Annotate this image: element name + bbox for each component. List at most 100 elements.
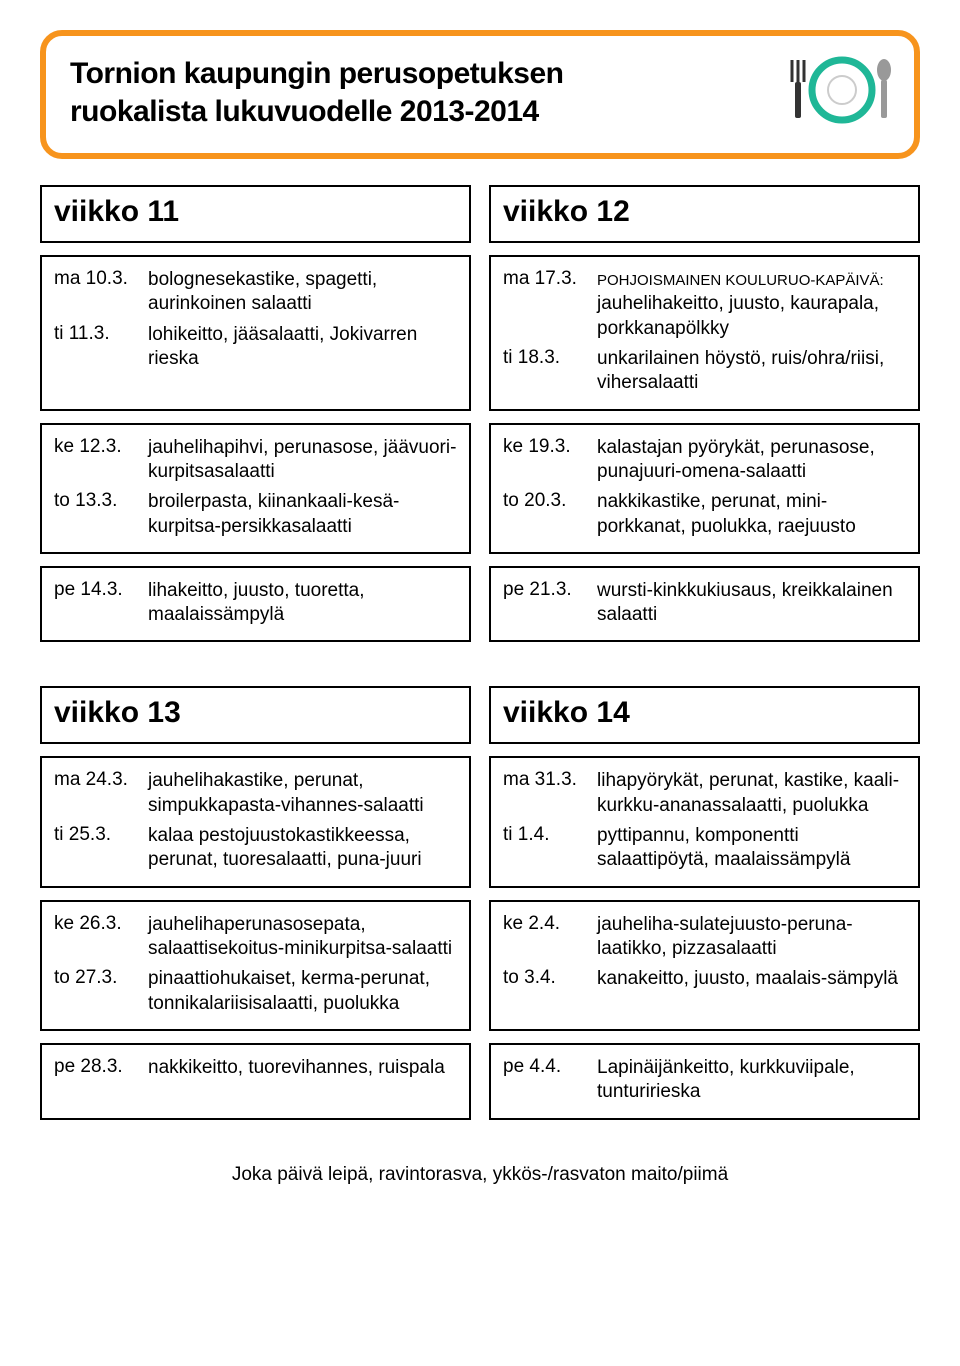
day-label: ma 17.3. xyxy=(503,265,597,344)
meal-text: kalastajan pyörykät, perunasose, punajuu… xyxy=(597,433,906,488)
banner-line-2: ruokalista lukuvuodelle 2013-2014 xyxy=(70,95,539,128)
menu-rows: ma 17.3.POHJOISMAINEN KOULURUO-KAPÄIVÄ: … xyxy=(503,265,906,399)
menu-row: pe 14.3.lihakeitto, juusto, tuoretta, ma… xyxy=(54,576,457,631)
menu-cell: pe 14.3.lihakeitto, juusto, tuoretta, ma… xyxy=(40,566,471,643)
week-title: viikko 11 xyxy=(54,195,457,229)
meal-text: lihapyörykät, perunat, kastike, kaali-ku… xyxy=(597,766,906,821)
week-title-cell: viikko 13 xyxy=(40,686,471,744)
meal-text: Lapinäijänkeitto, kurkkuviipale, tunturi… xyxy=(597,1053,906,1108)
meal-text: kalaa pestojuustokastikkeessa, perunat, … xyxy=(148,821,457,876)
day-label: pe 21.3. xyxy=(503,576,597,631)
menu-rows: ke 19.3.kalastajan pyörykät, perunasose,… xyxy=(503,433,906,542)
menu-cell: pe 4.4.Lapinäijänkeitto, kurkkuviipale, … xyxy=(489,1043,920,1120)
menu-row: ke 19.3.kalastajan pyörykät, perunasose,… xyxy=(503,433,906,488)
week-title: viikko 13 xyxy=(54,696,457,730)
banner-line-1: Tornion kaupungin perusopetuksen xyxy=(70,57,563,90)
day-label: ke 19.3. xyxy=(503,433,597,488)
menu-rows: ma 31.3.lihapyörykät, perunat, kastike, … xyxy=(503,766,906,875)
weeks-grid-2: viikko 13 viikko 14 ma 24.3.jauhelihakasti… xyxy=(40,686,920,1119)
menu-cell: ke 2.4.jauheliha-sulatejuusto-peruna-laa… xyxy=(489,900,920,1031)
week-title-cell: viikko 12 xyxy=(489,185,920,243)
footer-note: Joka päivä leipä, ravintorasva, ykkös-/r… xyxy=(40,1164,920,1186)
day-label: ma 24.3. xyxy=(54,766,148,821)
header-banner: Tornion kaupungin perusopetuksen ruokali… xyxy=(40,30,920,159)
meal-text: pinaattiohukaiset, kerma-perunat, tonnik… xyxy=(148,964,457,1019)
menu-rows: pe 21.3.wursti-kinkkukiusaus, kreikkalai… xyxy=(503,576,906,631)
menu-row: ma 10.3.bolognesekastike, spagetti, auri… xyxy=(54,265,457,320)
weeks-grid-1: viikko 11 viikko 12 ma 10.3.bolognesekasti… xyxy=(40,185,920,642)
menu-row: ma 24.3.jauhelihakastike, perunat, simpu… xyxy=(54,766,457,821)
menu-rows: ke 26.3.jauhelihaperunasosepata, salaatt… xyxy=(54,910,457,1019)
meal-text: nakkikastike, perunat, mini-porkkanat, p… xyxy=(597,487,906,542)
day-label: to 27.3. xyxy=(54,964,148,1019)
meal-text: jauhelihapihvi, perunasose, jäävuori-kur… xyxy=(148,433,457,488)
meal-text: bolognesekastike, spagetti, aurinkoinen … xyxy=(148,265,457,320)
week-title: viikko 14 xyxy=(503,696,906,730)
menu-row: ke 12.3.jauhelihapihvi, perunasose, jääv… xyxy=(54,433,457,488)
meal-text: broilerpasta, kiinankaali-kesä-kurpitsa-… xyxy=(148,487,457,542)
day-label: ke 26.3. xyxy=(54,910,148,965)
menu-cell: pe 21.3.wursti-kinkkukiusaus, kreikkalai… xyxy=(489,566,920,643)
menu-cell: ma 17.3.POHJOISMAINEN KOULURUO-KAPÄIVÄ: … xyxy=(489,255,920,411)
day-label: to 3.4. xyxy=(503,964,597,994)
menu-row: pe 28.3.nakkikeitto, tuorevihannes, ruis… xyxy=(54,1053,457,1083)
menu-rows: pe 4.4.Lapinäijänkeitto, kurkkuviipale, … xyxy=(503,1053,906,1108)
menu-rows: pe 28.3.nakkikeitto, tuorevihannes, ruis… xyxy=(54,1053,457,1083)
menu-row: ti 25.3.kalaa pestojuustokastikkeessa, p… xyxy=(54,821,457,876)
menu-row: ke 2.4.jauheliha-sulatejuusto-peruna-laa… xyxy=(503,910,906,965)
meal-text: jauhelihakastike, perunat, simpukkapasta… xyxy=(148,766,457,821)
day-label: pe 14.3. xyxy=(54,576,148,631)
menu-row: ti 18.3.unkarilainen höystö, ruis/ohra/r… xyxy=(503,344,906,399)
day-label: ma 31.3. xyxy=(503,766,597,821)
day-label: ke 12.3. xyxy=(54,433,148,488)
menu-rows: ke 2.4.jauheliha-sulatejuusto-peruna-laa… xyxy=(503,910,906,995)
day-label: ti 25.3. xyxy=(54,821,148,876)
meal-text: jauheliha-sulatejuusto-peruna-laatikko, … xyxy=(597,910,906,965)
day-label: pe 4.4. xyxy=(503,1053,597,1108)
day-label: ti 11.3. xyxy=(54,320,148,375)
meal-text: wursti-kinkkukiusaus, kreikkalainen sala… xyxy=(597,576,906,631)
menu-row: pe 4.4.Lapinäijänkeitto, kurkkuviipale, … xyxy=(503,1053,906,1108)
day-label: to 20.3. xyxy=(503,487,597,542)
meal-text: unkarilainen höystö, ruis/ohra/riisi, vi… xyxy=(597,344,906,399)
day-label: to 13.3. xyxy=(54,487,148,542)
menu-cell: ke 26.3.jauhelihaperunasosepata, salaatt… xyxy=(40,900,471,1031)
menu-row: ti 1.4.pyttipannu, komponentti salaattip… xyxy=(503,821,906,876)
meal-text: kanakeitto, juusto, maalais-sämpylä xyxy=(597,964,906,994)
week-title-cell: viikko 11 xyxy=(40,185,471,243)
menu-rows: ma 24.3.jauhelihakastike, perunat, simpu… xyxy=(54,766,457,875)
day-label: ma 10.3. xyxy=(54,265,148,320)
day-label: ke 2.4. xyxy=(503,910,597,965)
menu-rows: ma 10.3.bolognesekastike, spagetti, auri… xyxy=(54,265,457,374)
meal-text: nakkikeitto, tuorevihannes, ruispala xyxy=(148,1053,457,1083)
meal-text: POHJOISMAINEN KOULURUO-KAPÄIVÄ: jauhelih… xyxy=(597,265,906,344)
meal-text: lihakeitto, juusto, tuoretta, maalaissäm… xyxy=(148,576,457,631)
meal-text: pyttipannu, komponentti salaattipöytä, m… xyxy=(597,821,906,876)
banner-title: Tornion kaupungin perusopetuksen ruokali… xyxy=(70,55,563,130)
menu-row: ke 26.3.jauhelihaperunasosepata, salaatt… xyxy=(54,910,457,965)
menu-cell: ma 24.3.jauhelihakastike, perunat, simpu… xyxy=(40,756,471,887)
day-label: pe 28.3. xyxy=(54,1053,148,1083)
week-title: viikko 12 xyxy=(503,195,906,229)
menu-row: to 3.4.kanakeitto, juusto, maalais-sämpy… xyxy=(503,964,906,994)
menu-rows: pe 14.3.lihakeitto, juusto, tuoretta, ma… xyxy=(54,576,457,631)
plate-icon xyxy=(784,50,894,135)
menu-row: to 27.3.pinaattiohukaiset, kerma-perunat… xyxy=(54,964,457,1019)
menu-cell: ke 12.3.jauhelihapihvi, perunasose, jääv… xyxy=(40,423,471,554)
week-title-cell: viikko 14 xyxy=(489,686,920,744)
meal-text: jauhelihaperunasosepata, salaattisekoitu… xyxy=(148,910,457,965)
menu-row: to 13.3.broilerpasta, kiinankaali-kesä-k… xyxy=(54,487,457,542)
menu-cell: ke 19.3.kalastajan pyörykät, perunasose,… xyxy=(489,423,920,554)
menu-row: ma 31.3.lihapyörykät, perunat, kastike, … xyxy=(503,766,906,821)
menu-rows: ke 12.3.jauhelihapihvi, perunasose, jääv… xyxy=(54,433,457,542)
menu-cell: ma 10.3.bolognesekastike, spagetti, auri… xyxy=(40,255,471,411)
menu-row: to 20.3.nakkikastike, perunat, mini-pork… xyxy=(503,487,906,542)
menu-row: pe 21.3.wursti-kinkkukiusaus, kreikkalai… xyxy=(503,576,906,631)
menu-cell: ma 31.3.lihapyörykät, perunat, kastike, … xyxy=(489,756,920,887)
menu-row: ti 11.3.lohikeitto, jääsalaatti, Jokivar… xyxy=(54,320,457,375)
meal-text: lohikeitto, jääsalaatti, Jokivarren ries… xyxy=(148,320,457,375)
day-label: ti 1.4. xyxy=(503,821,597,876)
menu-row: ma 17.3.POHJOISMAINEN KOULURUO-KAPÄIVÄ: … xyxy=(503,265,906,344)
day-label: ti 18.3. xyxy=(503,344,597,399)
menu-cell: pe 28.3.nakkikeitto, tuorevihannes, ruis… xyxy=(40,1043,471,1120)
